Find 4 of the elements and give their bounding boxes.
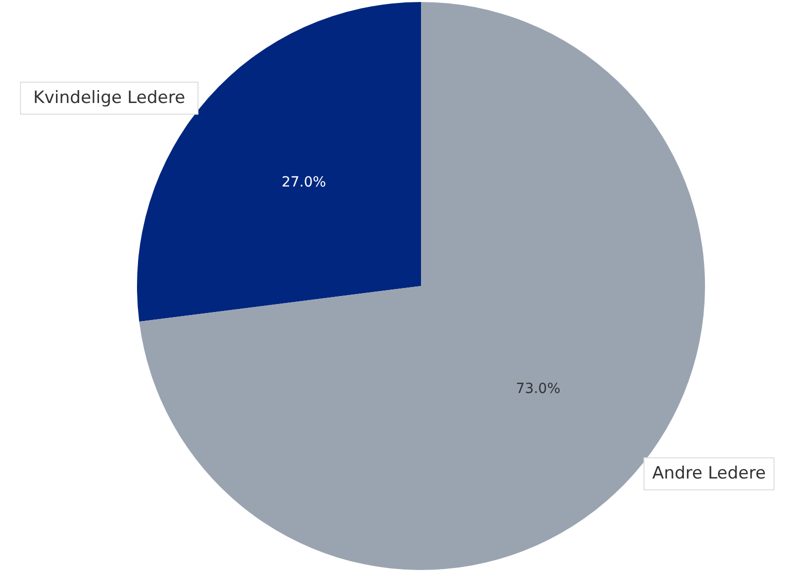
- slice-label: Andre Ledere: [652, 463, 766, 484]
- slice-label: Kvindelige Ledere: [33, 88, 186, 108]
- data-label: 73.0%: [516, 381, 560, 398]
- data-label: 27.0%: [282, 174, 326, 191]
